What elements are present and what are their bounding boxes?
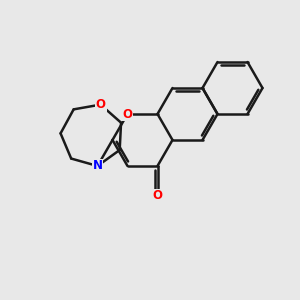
Text: O: O bbox=[152, 190, 163, 202]
Text: O: O bbox=[96, 98, 106, 111]
Text: O: O bbox=[122, 107, 133, 121]
Text: N: N bbox=[92, 160, 103, 172]
